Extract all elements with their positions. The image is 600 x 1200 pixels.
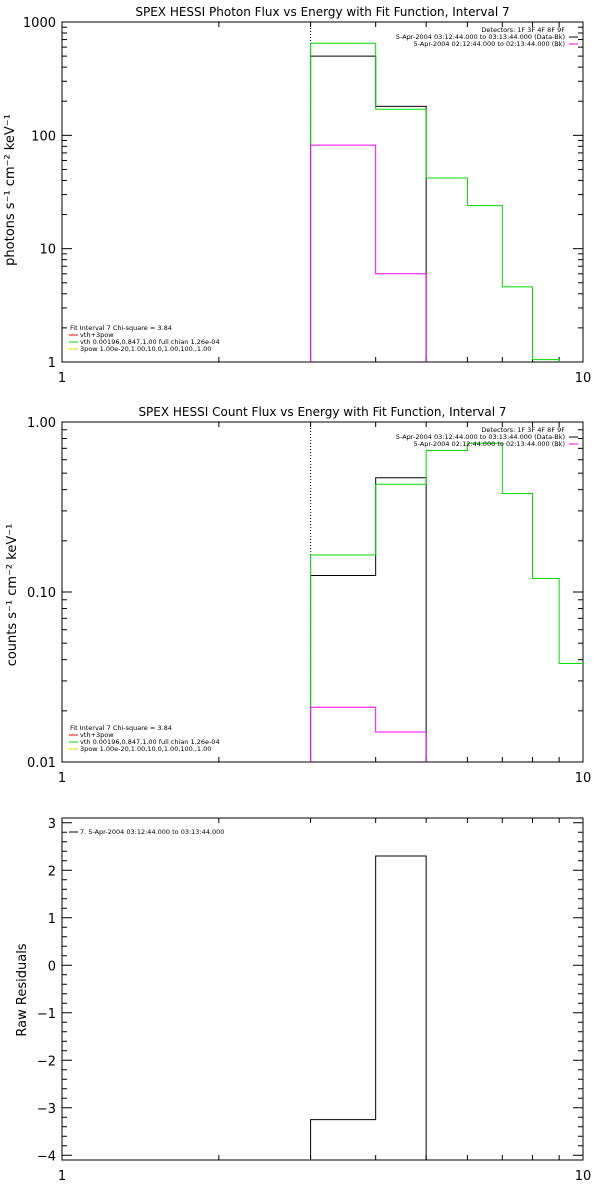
detector-header-line: 5-Apr-2004 03:12:44.000 to 03:13:44.000 … (396, 33, 565, 41)
y-tick-label: 0.10 (27, 586, 56, 601)
x-tick-label: 10 (575, 371, 592, 386)
y-tick-label: 0 (48, 959, 56, 974)
y-tick-label: 1 (48, 356, 56, 371)
detector-header-line: Detectors: 1F 3F 4F 8F 9F (481, 426, 565, 434)
plot-frame (61, 817, 584, 1161)
plot-frame (61, 21, 584, 363)
series-2-histogram (310, 706, 427, 762)
y-tick-label: 1 (48, 912, 56, 927)
plot-frame (61, 421, 584, 763)
detector-header-line: 5-Apr-2004 03:12:44.000 to 03:13:44.000 … (396, 433, 565, 441)
legend-entry: vth+3pow (80, 731, 114, 739)
photon-flux-chart: SPEX HESSI Photon Flux vs Energy with Fi… (3, 5, 591, 386)
residuals-chart: Raw Residuals 1 10 −4 −3 −2 −1 0 1 2 3 7. 5-Apr-200… (15, 817, 591, 1184)
legend-entry: vth 0.00196,0.847,1.00 full chian 1.26e-… (80, 738, 220, 746)
y-tick-label: 1.00 (27, 416, 56, 431)
y-axis-label: counts s⁻¹ cm⁻² keV⁻¹ (5, 524, 20, 667)
y-tick-label: 2 (48, 864, 56, 879)
legend-entry: 3pow 1.00e-20,1.00,10.0,1.00,100.,1.00 (80, 745, 211, 753)
y-tick-label: −1 (37, 1007, 56, 1022)
y-tick-label: 0.01 (27, 756, 56, 771)
y-tick-label: −3 (37, 1102, 56, 1117)
series-0-histogram (310, 477, 427, 762)
chart-title: SPEX HESSI Photon Flux vs Energy with Fi… (135, 5, 509, 19)
y-tick-label: 1000 (23, 16, 56, 31)
series-1-histogram (310, 42, 560, 362)
x-tick-label: 10 (575, 771, 592, 786)
legend-entry: vth+3pow (80, 331, 114, 339)
series-0-histogram (310, 855, 427, 1160)
detector-header-line: Detectors: 1F 3F 4F 8F 9F (481, 26, 565, 34)
series-1-histogram (310, 442, 583, 762)
legend-entry: Fit Interval 7 Chi-square = 3.84 (70, 724, 172, 732)
chart-title: SPEX HESSI Count Flux vs Energy with Fit… (138, 405, 506, 419)
series-0-histogram (310, 55, 427, 362)
y-tick-label: 3 (48, 817, 56, 832)
x-tick-label: 1 (58, 771, 66, 786)
x-tick-label: 10 (575, 1169, 592, 1184)
legend-entry: vth 0.00196,0.847,1.00 full chian 1.26e-… (80, 338, 220, 346)
legend-entry: 7. 5-Apr-2004 03:12:44.000 to 03:13:44.0… (80, 828, 224, 836)
legend-entry: Fit Interval 7 Chi-square = 3.84 (70, 324, 172, 332)
y-axis-label: photons s⁻¹ cm⁻² keV⁻¹ (3, 114, 18, 266)
y-tick-label: 10 (39, 243, 56, 258)
x-tick-label: 1 (58, 371, 66, 386)
y-tick-label: −4 (37, 1149, 56, 1164)
detector-header-line: 5-Apr-2004 02:12:44.000 to 02:13:44.000 … (414, 40, 565, 48)
series-2-histogram (310, 144, 427, 362)
y-axis-label: Raw Residuals (15, 943, 30, 1036)
y-tick-label: −2 (37, 1054, 56, 1069)
y-tick-label: 100 (31, 129, 56, 144)
detector-header-line: 5-Apr-2004 02:12:44.000 to 02:13:44.000 … (414, 440, 565, 448)
count-flux-chart: SPEX HESSI Count Flux vs Energy with Fit… (5, 405, 591, 786)
x-tick-label: 1 (58, 1169, 66, 1184)
legend-entry: 3pow 1.00e-20,1.00,10.0,1.00,100.,1.00 (80, 345, 211, 353)
